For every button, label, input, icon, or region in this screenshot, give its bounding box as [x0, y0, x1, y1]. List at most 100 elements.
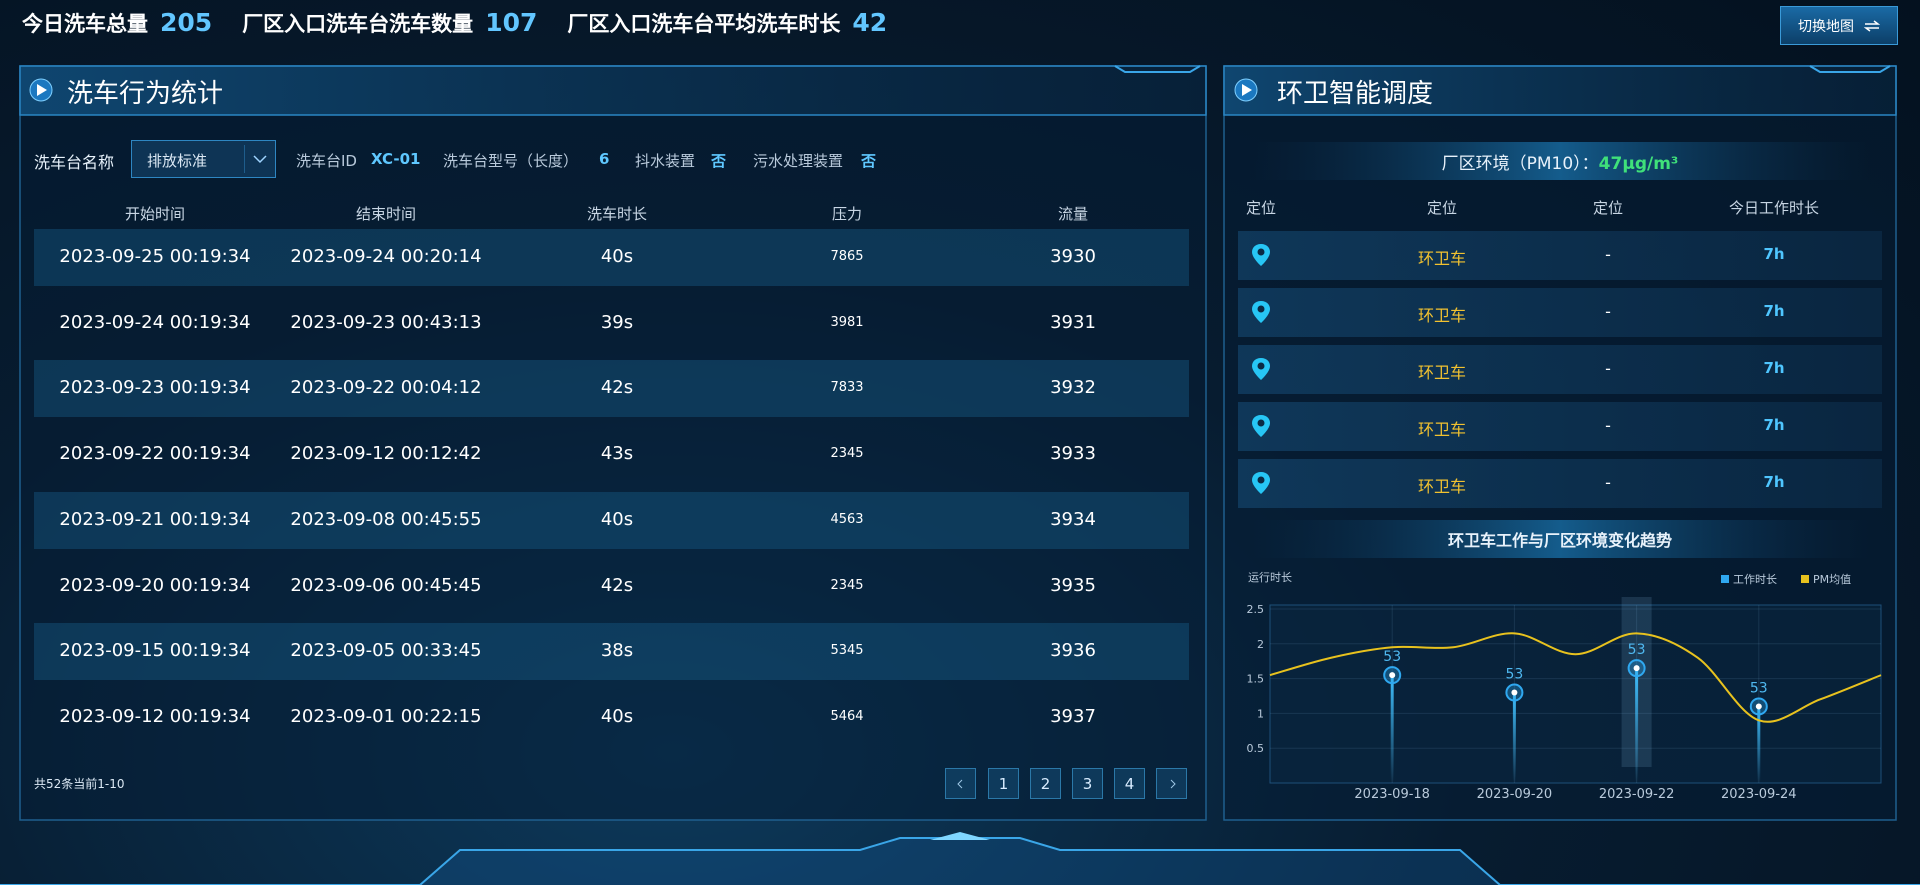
table-cell: 40s	[600, 246, 634, 267]
location-dot	[1257, 305, 1265, 313]
column-header: 流量	[1057, 205, 1089, 223]
stat-label: 今日洗车总量	[22, 12, 148, 36]
panel-title: 洗车行为统计	[67, 79, 224, 109]
location-icon	[1252, 472, 1270, 494]
table-cell: 7h	[1763, 416, 1785, 434]
table-cell: 2023-09-22 00:19:34	[59, 443, 251, 465]
filter-select-value: 排放标准	[147, 152, 208, 170]
table-row: 2023-09-23 00:19:34 2023-09-22 00:04:12 42…	[34, 360, 1189, 418]
stat-value: 107	[485, 8, 538, 37]
header-stats: 今日洗车总量 205 厂区入口洗车台洗车数量 107 厂区入口洗车台平均洗车时长 42	[22, 8, 917, 38]
field-value: 否	[711, 152, 727, 170]
table-cell: 39s	[600, 311, 634, 333]
bottom-decor	[0, 832, 1920, 885]
table-cell: 2023-09-12 00:12:42	[290, 443, 482, 465]
location-icon	[1252, 415, 1270, 437]
table-row: 2023-09-21 00:19:34 2023-09-08 00:45:55 40…	[34, 491, 1189, 549]
wash-table: 开始时间 结束时间 洗车时长 压力 流量 2023-09-25 00:19:34 2023-…	[34, 200, 1189, 740]
field-value: 否	[861, 152, 877, 170]
table-cell: 3937	[1050, 705, 1096, 727]
table-row: 2023-09-22 00:19:34 2023-09-12 00:12:42 43…	[34, 426, 1189, 483]
pin-label: 53	[1505, 667, 1523, 683]
y-tick-label: 1.5	[1247, 673, 1265, 686]
table-cell: 2023-09-20 00:19:34	[59, 574, 251, 596]
table-cell: -	[1605, 302, 1611, 321]
table-cell: 3981	[830, 314, 864, 330]
environment: 厂区环境（PM10）：47μg/m³	[1250, 149, 1870, 174]
line	[1269, 632, 1882, 723]
field-label: 抖水装置	[635, 152, 696, 170]
table-cell: 3936	[1050, 640, 1096, 662]
page-button[interactable]: 3	[1072, 768, 1103, 799]
table-cell: 2023-09-01 00:22:15	[290, 705, 482, 727]
table-cell: 2023-09-24 00:20:14	[290, 246, 482, 267]
table-cell: 5464	[830, 708, 864, 724]
table-cell: 38s	[600, 640, 634, 662]
table-cell: 7833	[830, 380, 864, 396]
pin-head	[1755, 703, 1762, 710]
table-cell: 2023-09-22 00:04:12	[290, 377, 482, 399]
table-cell: 2023-09-08 00:45:55	[290, 508, 482, 530]
pin-head	[1633, 665, 1640, 672]
plot-area	[1269, 604, 1882, 784]
table-cell: 3934	[1050, 508, 1096, 530]
column-header: 开始时间	[124, 205, 186, 223]
trend-chart: 运行时长 0.5 1 1.5 2 2.5 2023-09-18 2023-09-20 2023-…	[1247, 571, 1882, 802]
stat-label: 厂区入口洗车台平均洗车时长	[567, 12, 841, 36]
table-row: 2023-09-12 00:19:34 2023-09-01 00:22:15 40…	[34, 689, 1189, 746]
table-cell: -	[1605, 473, 1611, 492]
next-page[interactable]	[1156, 768, 1187, 799]
location-dot	[1257, 248, 1265, 256]
column-header: 定位	[1426, 199, 1458, 217]
table-row: 2023-09-15 00:19:34 2023-09-05 00:33:45 38…	[34, 623, 1189, 681]
pin-stem	[1635, 668, 1639, 783]
table-cell: 3931	[1050, 311, 1096, 333]
location-dot	[1257, 362, 1265, 370]
table-row: 环卫车 - 7h	[1238, 231, 1882, 280]
y-tick-label: 0.5	[1247, 742, 1265, 755]
x-tick-label: 2023-09-22	[1599, 787, 1675, 802]
pin-stem	[1390, 675, 1394, 783]
stat-value: 42	[852, 8, 888, 37]
table-cell: 7h	[1763, 473, 1785, 491]
table-cell: 4563	[830, 511, 864, 527]
table-cell: -	[1605, 245, 1611, 264]
page-button[interactable]: 2	[1030, 768, 1061, 799]
table-row: 环卫车 - 7h	[1238, 288, 1882, 337]
y-tick-label: 2.5	[1247, 603, 1265, 616]
legend-swatch	[1721, 575, 1729, 583]
table-cell: 7865	[830, 249, 864, 264]
legend-label: PM均值	[1813, 573, 1851, 586]
pin-head	[1511, 689, 1518, 696]
table-cell: 3933	[1050, 443, 1096, 465]
table-cell: 2345	[830, 577, 864, 593]
table-cell: 42s	[600, 377, 634, 399]
filter-select[interactable]: 排放标准	[131, 140, 276, 178]
legend-label: 工作时长	[1733, 573, 1777, 586]
table-cell: 2023-09-23 00:43:13	[290, 311, 482, 333]
location-icon	[1252, 358, 1270, 380]
select-arrow	[244, 145, 267, 173]
panel-title: 环卫智能调度	[1277, 79, 1434, 109]
table-row: 2023-09-24 00:19:34 2023-09-23 00:43:13 39…	[34, 295, 1189, 352]
table-row: 环卫车 - 7h	[1238, 345, 1882, 394]
table-row: 2023-09-20 00:19:34 2023-09-06 00:45:45 42…	[34, 558, 1189, 615]
prev-page[interactable]	[945, 768, 976, 799]
switch-map-button[interactable]: 切换地图	[1780, 6, 1898, 45]
x-tick-label: 2023-09-20	[1477, 787, 1553, 802]
pin-label: 53	[1628, 642, 1646, 658]
table-cell: 7h	[1763, 245, 1785, 263]
table-cell: 环卫车	[1417, 363, 1467, 382]
stat-label: 厂区入口洗车台洗车数量	[242, 12, 474, 36]
column-header: 今日工作时长	[1728, 199, 1820, 217]
page-button[interactable]: 1	[988, 768, 1019, 799]
table-cell: 40s	[600, 508, 634, 530]
table-cell: 2023-09-06 00:45:45	[290, 574, 482, 596]
page-button[interactable]: 4	[1114, 768, 1145, 799]
location-dot	[1257, 476, 1265, 484]
field-label: 洗车台ID	[296, 152, 357, 170]
table-cell: -	[1605, 359, 1611, 378]
table-summary: 共52条当前1-10	[34, 777, 125, 791]
field-value: XC-01	[371, 150, 421, 168]
